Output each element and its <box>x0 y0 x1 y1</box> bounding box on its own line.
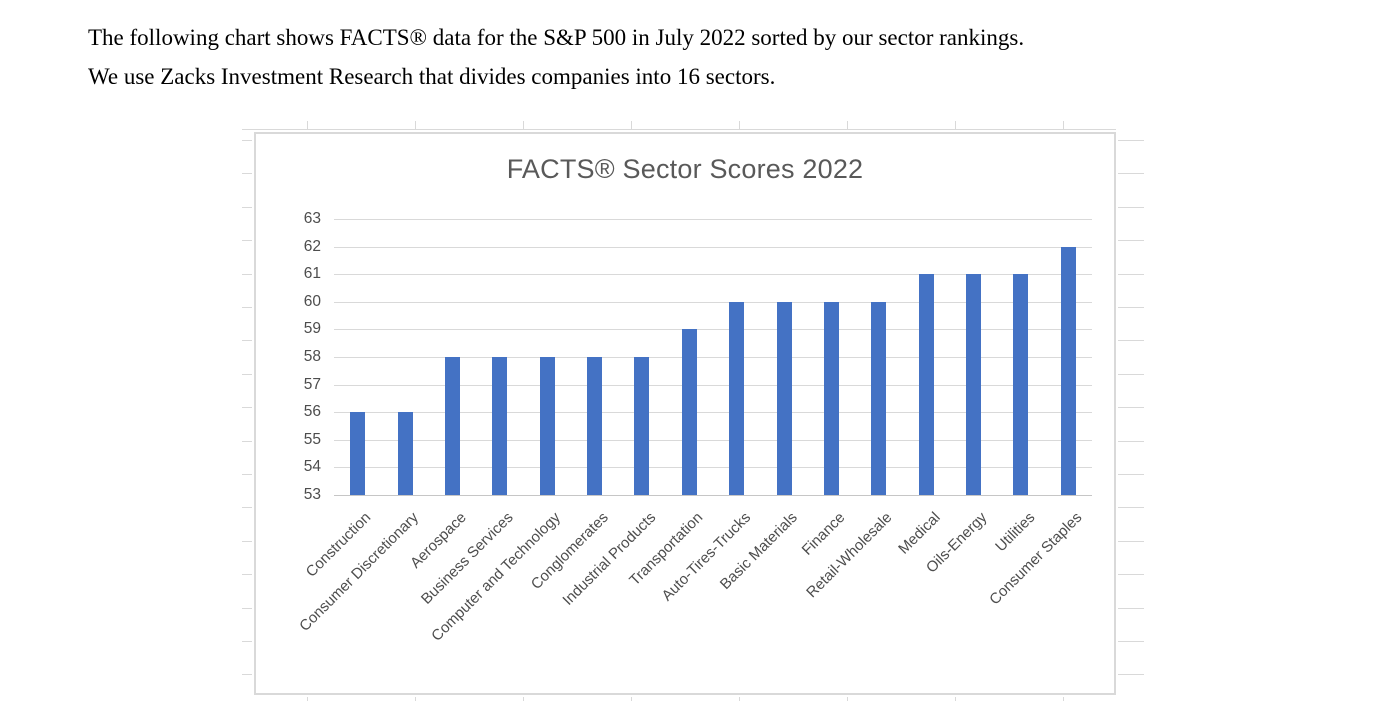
worksheet-gridline <box>1118 674 1144 675</box>
chart-bar-basic-materials[interactable] <box>776 301 792 495</box>
chart-bar-construction[interactable] <box>350 412 366 495</box>
worksheet-gridline <box>1118 374 1144 375</box>
worksheet-gridline <box>242 274 252 275</box>
worksheet-gridline <box>242 541 252 542</box>
chart-bar-medical[interactable] <box>918 274 934 495</box>
chart-bar-utilities[interactable] <box>1013 274 1029 495</box>
gridline <box>334 412 1092 414</box>
worksheet-gridline <box>847 697 848 701</box>
chart-area[interactable]: FACTS® Sector Scores 2022 53 54 55 56 57 58 59… <box>254 132 1116 695</box>
worksheet-gridline <box>1118 608 1144 609</box>
gridline <box>334 219 1092 220</box>
worksheet-gridline <box>1118 541 1144 542</box>
worksheet-gridline <box>1118 574 1144 575</box>
worksheet-gridline <box>1118 340 1144 341</box>
y-tick-label: 59 <box>303 320 321 338</box>
worksheet-gridline <box>1118 474 1144 475</box>
worksheet-gridline <box>242 674 252 675</box>
y-tick-label: 61 <box>303 265 321 283</box>
worksheet-gridline <box>1118 507 1144 508</box>
chart-bar-consumer-discretionary[interactable] <box>397 412 413 495</box>
x-tick-label: Retail-Wholesale <box>803 509 896 602</box>
worksheet-gridline <box>307 697 308 701</box>
worksheet-gridline <box>415 697 416 701</box>
chart-bar-consumer-staples[interactable] <box>1060 246 1076 495</box>
x-tick-label: Consumer Staples <box>986 509 1086 609</box>
chart-title: FACTS® Sector Scores 2022 <box>506 154 864 184</box>
gridline <box>334 246 1092 248</box>
worksheet-gridline <box>1118 140 1144 141</box>
worksheet-gridline <box>242 374 252 375</box>
gridline <box>334 384 1092 386</box>
chart-bar-aerospace[interactable] <box>444 357 460 495</box>
gridline <box>334 274 1092 276</box>
y-tick-label: 58 <box>303 348 321 365</box>
worksheet-gridline <box>1118 641 1144 642</box>
x-tick-label: Utilities <box>991 509 1038 556</box>
worksheet-gridline <box>242 340 252 341</box>
gridline <box>334 329 1092 331</box>
worksheet-gridline <box>242 307 252 308</box>
worksheet-gridline <box>242 641 252 642</box>
worksheet-gridline <box>242 207 252 208</box>
intro-line-2: We use Zacks Investment Research that di… <box>88 64 776 89</box>
worksheet-gridline <box>1118 274 1144 275</box>
y-tick-label: 62 <box>303 237 321 255</box>
chart-bar-computer-and-technology[interactable] <box>539 357 555 495</box>
chart-bar-auto-tires-trucks[interactable] <box>729 301 745 495</box>
y-tick-label: 56 <box>303 403 321 421</box>
y-tick-label: 60 <box>303 292 321 310</box>
intro-line-1: The following chart shows FACTS® data fo… <box>88 25 1025 50</box>
worksheet-gridline <box>1118 407 1144 408</box>
gridline <box>334 439 1092 441</box>
worksheet-gridline <box>242 474 252 475</box>
y-tick-label: 63 <box>303 210 321 227</box>
worksheet-gridline <box>242 407 252 408</box>
y-tick-label: 55 <box>303 430 321 448</box>
worksheet-gridline <box>242 441 252 442</box>
worksheet-gridline <box>1063 121 1064 129</box>
worksheet-gridline <box>523 697 524 701</box>
worksheet-gridline <box>242 608 252 609</box>
y-tick-label: 53 <box>303 486 321 503</box>
worksheet-gridline <box>1118 307 1144 308</box>
worksheet-gridline <box>955 121 956 129</box>
worksheet-gridline <box>242 574 252 575</box>
worksheet-gridline <box>1118 207 1144 208</box>
worksheet-gridline <box>242 129 1116 130</box>
chart-bar-conglomerates[interactable] <box>587 357 603 495</box>
gridline <box>334 467 1092 469</box>
worksheet-gridline <box>1118 240 1144 241</box>
gridline <box>334 357 1092 358</box>
worksheet-gridline <box>242 507 252 508</box>
worksheet-gridline <box>631 121 632 129</box>
worksheet-gridline <box>847 121 848 129</box>
worksheet-gridline <box>242 140 252 141</box>
chart-bar-retail-wholesale[interactable] <box>871 301 887 495</box>
worksheet-gridline <box>242 240 252 241</box>
chart-bar-oils-energy[interactable] <box>966 274 982 495</box>
y-tick-label: 54 <box>303 458 321 476</box>
worksheet-gridline <box>739 121 740 129</box>
worksheet-gridline <box>523 121 524 129</box>
worksheet-gridline <box>1118 441 1144 442</box>
chart-bar-industrial-products[interactable] <box>634 357 650 495</box>
chart-bar-business-services[interactable] <box>492 357 508 495</box>
y-tick-label: 57 <box>303 375 321 393</box>
worksheet-gridline <box>1063 697 1064 701</box>
chart-bar-finance[interactable] <box>823 301 839 495</box>
worksheet-gridline <box>955 697 956 701</box>
worksheet-gridline <box>631 697 632 701</box>
x-axis-line <box>334 495 1092 496</box>
worksheet-gridline <box>242 173 252 174</box>
intro-text: The following chart shows FACTS® data fo… <box>88 18 1348 96</box>
worksheet-gridline <box>1118 173 1144 174</box>
worksheet-gridline <box>739 697 740 701</box>
gridline <box>334 301 1092 303</box>
worksheet-gridline <box>307 121 308 129</box>
chart-bar-transportation[interactable] <box>681 329 697 495</box>
worksheet-gridline <box>415 121 416 129</box>
